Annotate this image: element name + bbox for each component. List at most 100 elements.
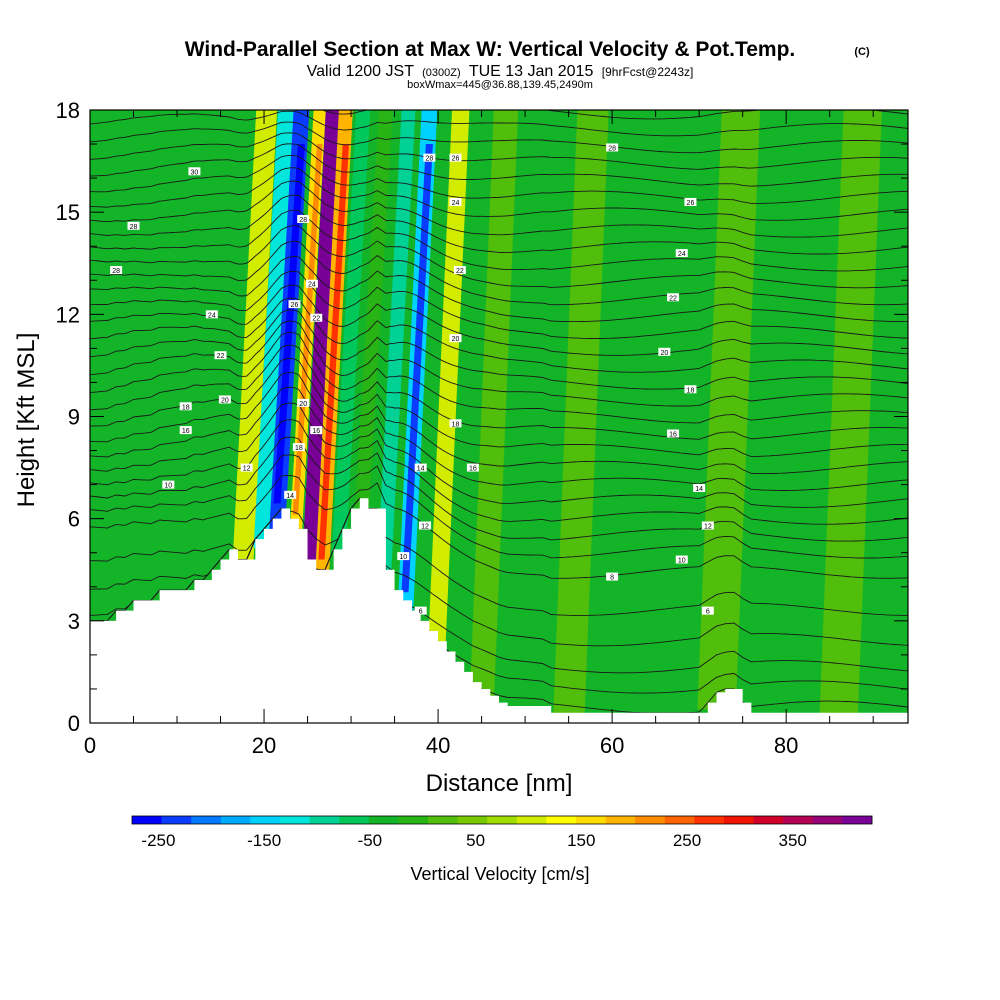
colorbar-swatch [368, 816, 399, 824]
colorbar-swatch [161, 816, 192, 824]
isentrope-line [90, 121, 908, 154]
isentrope-line [90, 154, 908, 204]
contour-label: 28 [425, 156, 433, 163]
colorbar-tick-label: -150 [247, 831, 281, 850]
isentrope-line [90, 110, 908, 137]
y-tick-label: 12 [56, 302, 80, 327]
contour-label-bg [606, 143, 619, 152]
contour-label: 16 [469, 466, 477, 473]
contour-label: 28 [130, 224, 138, 231]
contour-label: 12 [421, 523, 429, 530]
isentrope-line [90, 331, 908, 424]
colorbar-swatch [280, 816, 310, 824]
contour-label: 22 [217, 353, 225, 360]
contour-label: 20 [221, 397, 229, 404]
colorbar-swatch [220, 816, 251, 824]
contour-label: 18 [295, 445, 303, 452]
y-axis-label: Height [Kft MSL] [13, 333, 40, 508]
isentrope-line [90, 194, 908, 255]
contour-label-bg [449, 419, 462, 428]
contour-label-bg [449, 197, 462, 206]
y-axis: 0 3 6 9 12 15 18 [56, 98, 908, 736]
contour-label-bg [675, 555, 688, 564]
contour-label: 28 [112, 268, 120, 275]
contour-label: 30 [191, 169, 199, 176]
contour-label: 20 [660, 350, 668, 357]
contour-label-bg [214, 351, 227, 360]
contour-label-bg [162, 480, 175, 489]
contour-label-bg [684, 197, 697, 206]
contour-label-bg [110, 266, 123, 275]
contour-label: 20 [452, 336, 460, 343]
contour-label-bg [305, 279, 318, 288]
contour-label: 24 [452, 200, 460, 207]
velocity-band [819, 110, 882, 723]
contour-label-bg [292, 443, 305, 452]
isentrope-line [90, 344, 908, 440]
contour-label-bg [127, 221, 140, 230]
plot-area: 30 28 28 24 22 20 18 16 10 12 14 18 20 16 28 24 22 26 28 26… [90, 110, 908, 723]
contour-label: 8 [610, 575, 614, 582]
colorbar-swatch [664, 816, 695, 824]
contour-label-bg [701, 606, 714, 615]
contour-label: 10 [399, 554, 407, 561]
colorbar-swatch [694, 816, 725, 824]
contour-label-bg [419, 521, 432, 530]
title-mark: (C) [854, 46, 870, 58]
isentrope-line [90, 284, 908, 356]
contour-label: 16 [182, 428, 190, 435]
x-tick-label: 20 [252, 733, 276, 758]
contour-label-bg [297, 398, 310, 407]
isentrope-line [90, 497, 908, 647]
velocity-band [253, 110, 296, 548]
colorbar-swatch [428, 816, 458, 824]
colorbar-swatch [487, 816, 518, 824]
contour-label-bg [205, 310, 218, 319]
contour-label-bg [218, 395, 231, 404]
contour-label: 22 [312, 316, 320, 323]
isentrope-line [90, 256, 908, 323]
contour-label-bg [684, 385, 697, 394]
colorbar-tick-label: 150 [567, 831, 595, 850]
contour-label: 16 [312, 428, 320, 435]
colorbar-swatch [309, 816, 340, 824]
velocity-band-core [292, 144, 323, 515]
colorbar-swatch [724, 816, 754, 824]
isentrope-line [90, 386, 908, 491]
colorbar-label: Vertical Velocity [cm/s] [410, 864, 589, 884]
contour-label-bg [449, 334, 462, 343]
terrain [90, 498, 908, 723]
contour-label-bg [675, 249, 688, 258]
contour-label-bg [310, 426, 323, 435]
x-tick-label: 80 [774, 733, 798, 758]
x-axis: 0 20 40 60 80 [84, 110, 874, 758]
subtitle-date: TUE 13 Jan 2015 [469, 63, 594, 80]
x-tick-label: 60 [600, 733, 624, 758]
isentrope-line [90, 225, 908, 289]
contour-label-bg [606, 572, 619, 581]
colorbar-tick-label: 350 [779, 831, 807, 850]
colorbar-swatch [250, 816, 281, 824]
contour-label: 18 [182, 404, 190, 411]
contour-label-bg [179, 402, 192, 411]
contour-label-bg [179, 426, 192, 435]
isentrope-line [90, 419, 908, 525]
contour-label-bg [414, 606, 427, 615]
contour-label: 10 [164, 483, 172, 490]
isentrope-line [90, 297, 908, 373]
chart-subtitle: Valid 1200 JST (0300Z) TUE 13 Jan 2015 [… [307, 63, 694, 80]
contour-label: 14 [286, 493, 294, 500]
contour-label: 10 [678, 558, 686, 565]
isentrope-line [90, 240, 908, 306]
contour-label-bg [449, 153, 462, 162]
colorbar-swatch [546, 816, 577, 824]
contour-label: 12 [704, 523, 712, 530]
x-tick-label: 40 [426, 733, 450, 758]
contour-label-bg [701, 521, 714, 530]
colorbar-swatch [516, 816, 547, 824]
contour-label-bg [240, 463, 253, 472]
contour-label-bg [667, 293, 680, 302]
contour-label-bg [466, 463, 479, 472]
subtitle-utc: (0300Z) [422, 67, 461, 79]
contour-label: 12 [243, 466, 251, 473]
